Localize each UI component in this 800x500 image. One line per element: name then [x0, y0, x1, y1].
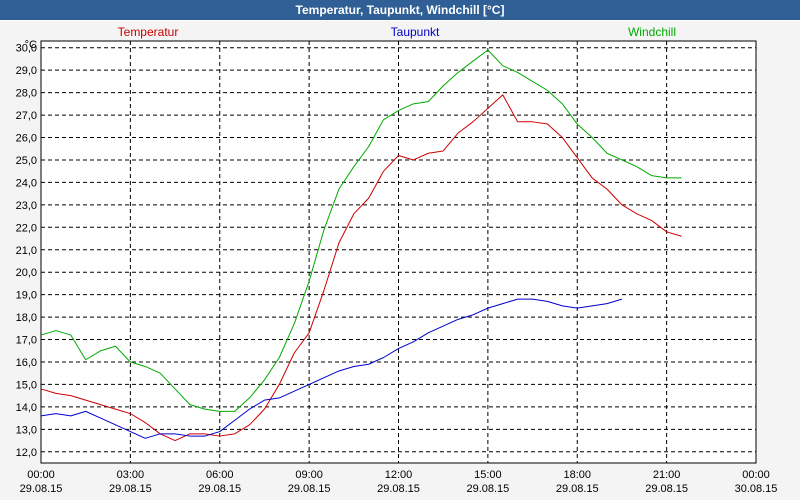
y-tick-label: 13,0 [16, 424, 37, 436]
chart-area: 12,0 13,0 14,0 15,0 16,0 17,0 18,0 19,0 20,0 21,0… [0, 21, 800, 500]
y-tick-label: 25,0 [16, 155, 37, 167]
y-tick-label: 27,0 [16, 110, 37, 122]
y-tick-label: 15,0 [16, 379, 37, 391]
y-tick-label: 30,0 [16, 43, 37, 55]
y-tick-label: 21,0 [16, 245, 37, 257]
x-tick-label-date: 29.08.15 [466, 483, 509, 495]
x-tick-label-date: 29.08.15 [20, 483, 63, 495]
y-tick-label: 14,0 [16, 402, 37, 414]
x-tick-label-date: 29.08.15 [556, 483, 599, 495]
y-tick-label: 19,0 [16, 290, 37, 302]
y-tick-label: 22,0 [16, 222, 37, 234]
y-tick-label: 16,0 [16, 357, 37, 369]
window-title: Temperatur, Taupunkt, Windchill [°C] [0, 0, 800, 21]
x-tick-label-date: 29.08.15 [288, 483, 331, 495]
y-tick-label: 23,0 [16, 200, 37, 212]
legend-windchill: Windchill [628, 25, 676, 39]
legend-taupunkt: Taupunkt [391, 25, 440, 39]
y-axis-label: °C [25, 39, 37, 51]
x-tick-label-date: 29.08.15 [645, 483, 688, 495]
x-tick-label-time: 09:00 [295, 469, 323, 481]
x-tick-label-time: 00:00 [27, 469, 55, 481]
x-tick-label-time: 06:00 [206, 469, 234, 481]
x-tick-label-date: 30.08.15 [735, 483, 778, 495]
y-tick-label: 12,0 [16, 447, 37, 459]
x-tick-label-date: 29.08.15 [198, 483, 241, 495]
series-line-windchill [40, 49, 682, 412]
y-tick-label: 29,0 [16, 65, 37, 77]
x-tick-label-date: 29.08.15 [109, 483, 152, 495]
x-tick-label-time: 18:00 [563, 469, 591, 481]
x-tick-label-time: 15:00 [474, 469, 502, 481]
x-tick-label-time: 00:00 [742, 469, 770, 481]
y-tick-label: 24,0 [16, 177, 37, 189]
y-tick-label: 26,0 [16, 133, 37, 145]
x-tick-label-date: 29.08.15 [377, 483, 420, 495]
x-tick-label-time: 21:00 [653, 469, 681, 481]
x-tick-label-time: 12:00 [385, 469, 413, 481]
y-tick-label: 18,0 [16, 312, 37, 324]
series-line-taupunkt [40, 298, 623, 439]
x-tick-label-time: 03:00 [117, 469, 145, 481]
y-tick-label: 17,0 [16, 335, 37, 347]
y-tick-label: 20,0 [16, 267, 37, 279]
legend-temperatur: Temperatur [118, 25, 179, 39]
series-line-temperatur [40, 94, 682, 442]
y-tick-label: 28,0 [16, 88, 37, 100]
line-chart: 12,0 13,0 14,0 15,0 16,0 17,0 18,0 19,0 20,0 21,0… [16, 25, 778, 495]
